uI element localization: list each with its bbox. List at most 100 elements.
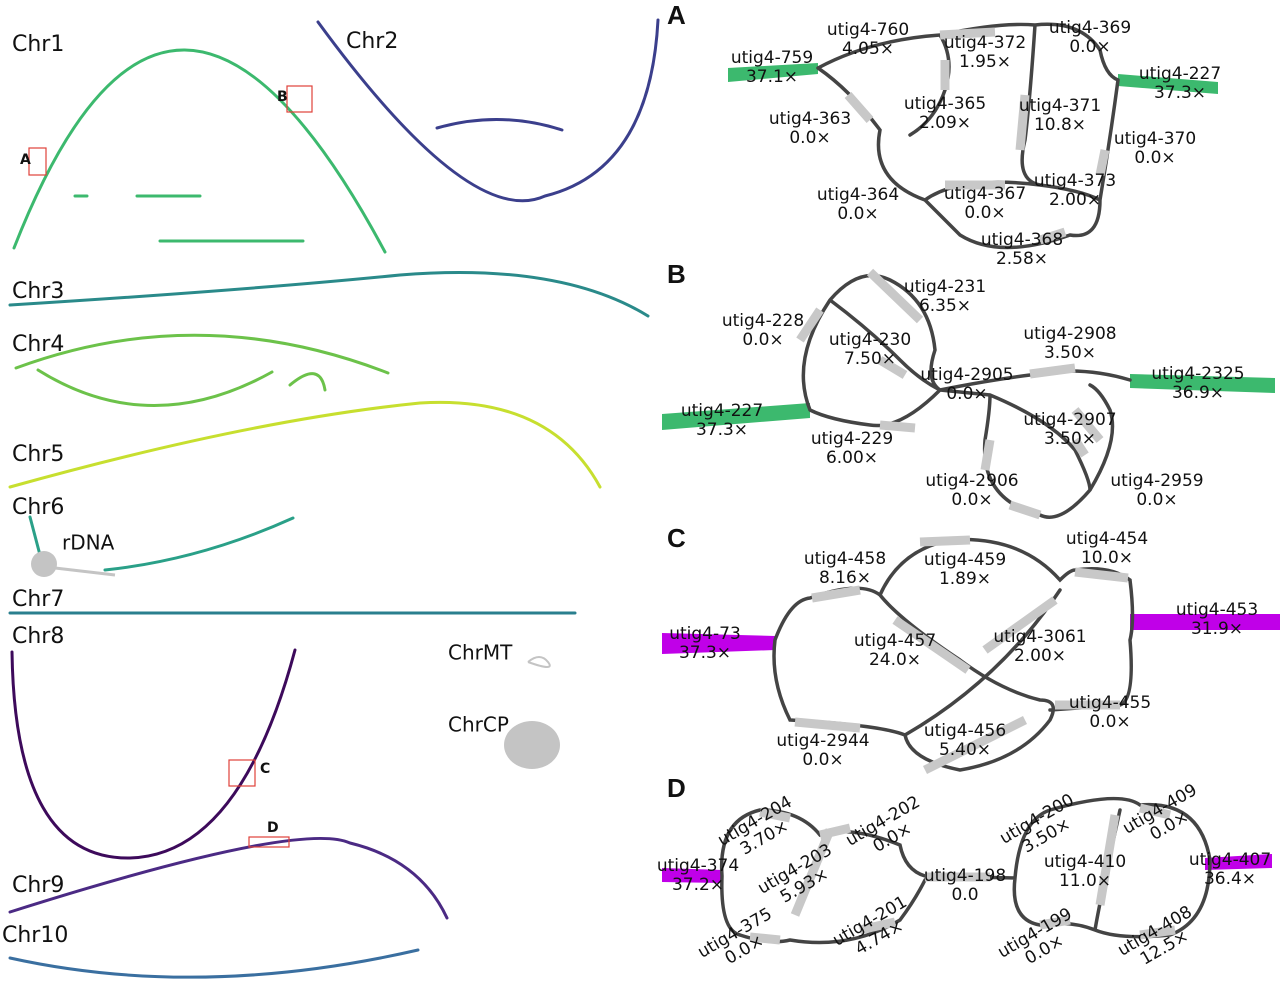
node-coverage: 0.0× bbox=[1069, 37, 1110, 57]
node-name: utig4-369 bbox=[1049, 18, 1131, 38]
panel-a-segments bbox=[844, 27, 1110, 245]
node-name: utig4-455 bbox=[1069, 693, 1151, 713]
node-name: utig4-227 bbox=[681, 401, 763, 421]
node-name: utig4-407 bbox=[1189, 850, 1271, 870]
node-coverage: 2.00× bbox=[1049, 190, 1101, 210]
chr4-curve bbox=[14, 333, 390, 407]
chr3-curve bbox=[8, 270, 650, 318]
chr6-curve bbox=[28, 515, 295, 572]
node-name: utig4-459 bbox=[924, 550, 1006, 570]
inset-label: A bbox=[20, 152, 31, 168]
chromosome-label: Chr10 bbox=[2, 923, 68, 948]
node-name: utig4-228 bbox=[722, 311, 804, 331]
chrcp-label: ChrCP bbox=[448, 713, 509, 737]
node-name: utig4-370 bbox=[1114, 129, 1196, 149]
node-coverage: 31.9× bbox=[1191, 619, 1243, 639]
node-name: utig4-230 bbox=[829, 330, 911, 350]
node-coverage: 0.0× bbox=[789, 128, 830, 148]
node-coverage: 1.89× bbox=[939, 569, 991, 589]
node-coverage: 10.8× bbox=[1034, 115, 1086, 135]
chromosome-label: Chr2 bbox=[346, 29, 398, 54]
chromosome-label: Chr1 bbox=[12, 32, 64, 57]
node-name: utig4-367 bbox=[944, 184, 1026, 204]
node-name: utig4-229 bbox=[811, 429, 893, 449]
chrcp-graph bbox=[504, 721, 560, 769]
graph-edges bbox=[662, 22, 1280, 945]
node-name: utig4-453 bbox=[1176, 600, 1258, 620]
node-coverage: 37.2× bbox=[672, 875, 724, 895]
chr5-curve bbox=[8, 400, 602, 489]
panel-b-segments bbox=[796, 268, 1104, 520]
inset-label: D bbox=[267, 820, 279, 836]
panel-letter: C bbox=[667, 523, 686, 553]
node-coverage: 0.0× bbox=[946, 384, 987, 404]
chromosome-label: Chr4 bbox=[12, 332, 64, 357]
chr2-curve bbox=[316, 18, 660, 203]
node-coverage: 36.9× bbox=[1172, 383, 1224, 403]
rdna-label: rDNA bbox=[62, 531, 115, 555]
node-coverage: 0.0 bbox=[951, 885, 978, 905]
chromosome-label: Chr7 bbox=[12, 587, 64, 612]
inset-label: B bbox=[277, 89, 288, 105]
chromosome-label: Chr9 bbox=[12, 873, 64, 898]
node-name: utig4-410 bbox=[1044, 852, 1126, 872]
node-name: utig4-2907 bbox=[1023, 410, 1116, 430]
node-coverage: 5.40× bbox=[939, 740, 991, 760]
chromosome-label: Chr5 bbox=[12, 442, 64, 467]
chr2-fragment bbox=[435, 118, 564, 132]
node-coverage: 0.0× bbox=[964, 203, 1005, 223]
node-name: utig4-3061 bbox=[993, 627, 1086, 647]
node-name: utig4-2944 bbox=[776, 731, 869, 751]
node-name: utig4-2906 bbox=[925, 471, 1018, 491]
node-name: utig4-457 bbox=[854, 631, 936, 651]
node-name: utig4-456 bbox=[924, 721, 1006, 741]
inset-label: C bbox=[260, 761, 270, 777]
node-coverage: 10.0× bbox=[1081, 548, 1133, 568]
rdna-blob bbox=[31, 551, 57, 577]
node-name: utig4-759 bbox=[731, 48, 813, 68]
node-name: utig4-364 bbox=[817, 185, 899, 205]
node-coverage: 2.58× bbox=[996, 249, 1048, 269]
node-coverage: 11.0× bbox=[1059, 871, 1111, 891]
rdna-tail bbox=[54, 566, 116, 577]
node-name: utig4-2908 bbox=[1023, 324, 1116, 344]
node-coverage: 37.3× bbox=[1154, 83, 1206, 103]
panel-c-segments bbox=[794, 535, 1129, 775]
chr10-curve bbox=[8, 948, 420, 979]
node-coverage: 24.0× bbox=[869, 650, 921, 670]
labels: Chr1 Chr2 Chr3 Chr4 Chr5 Chr6 Chr7 Chr8 Chr9 Chr1… bbox=[2, 0, 1271, 969]
chr8-curve bbox=[10, 648, 297, 860]
panel-a-anchors bbox=[728, 63, 1218, 94]
chromosome-curves bbox=[8, 18, 660, 979]
node-name: utig4-368 bbox=[981, 230, 1063, 250]
chr9-curve bbox=[8, 836, 449, 920]
node-coverage: 3.50× bbox=[1044, 429, 1096, 449]
node-name: utig4-73 bbox=[669, 624, 741, 644]
node-name: utig4-371 bbox=[1019, 96, 1101, 116]
node-coverage: 0.0× bbox=[742, 330, 783, 350]
node-name: utig4-198 bbox=[924, 866, 1006, 886]
inset-boxes bbox=[28, 85, 313, 848]
chromosome-label: Chr3 bbox=[12, 279, 64, 304]
node-name: utig4-365 bbox=[904, 94, 986, 114]
node-name: utig4-227 bbox=[1139, 64, 1221, 84]
node-coverage: 8.16× bbox=[819, 568, 871, 588]
node-coverage: 0.0× bbox=[951, 490, 992, 510]
node-coverage: 0.0× bbox=[1134, 148, 1175, 168]
chr1-curve bbox=[12, 48, 387, 254]
node-name: utig4-2325 bbox=[1151, 364, 1244, 384]
node-coverage: 0.0× bbox=[1089, 712, 1130, 732]
panel-letter: A bbox=[667, 0, 686, 30]
node-coverage: 37.3× bbox=[696, 420, 748, 440]
node-coverage: 0.0× bbox=[802, 750, 843, 770]
node-name: utig4-231 bbox=[904, 277, 986, 297]
node-coverage: 3.50× bbox=[1044, 343, 1096, 363]
node-coverage: 0.0× bbox=[1136, 490, 1177, 510]
panel-c-anchors bbox=[662, 614, 1280, 654]
node-coverage: 1.95× bbox=[959, 52, 1011, 72]
node-coverage: 37.1× bbox=[746, 67, 798, 87]
node-name: utig4-2905 bbox=[920, 365, 1013, 385]
node-coverage: 0.0× bbox=[837, 204, 878, 224]
node-coverage: 37.3× bbox=[679, 643, 731, 663]
node-name: utig4-458 bbox=[804, 549, 886, 569]
